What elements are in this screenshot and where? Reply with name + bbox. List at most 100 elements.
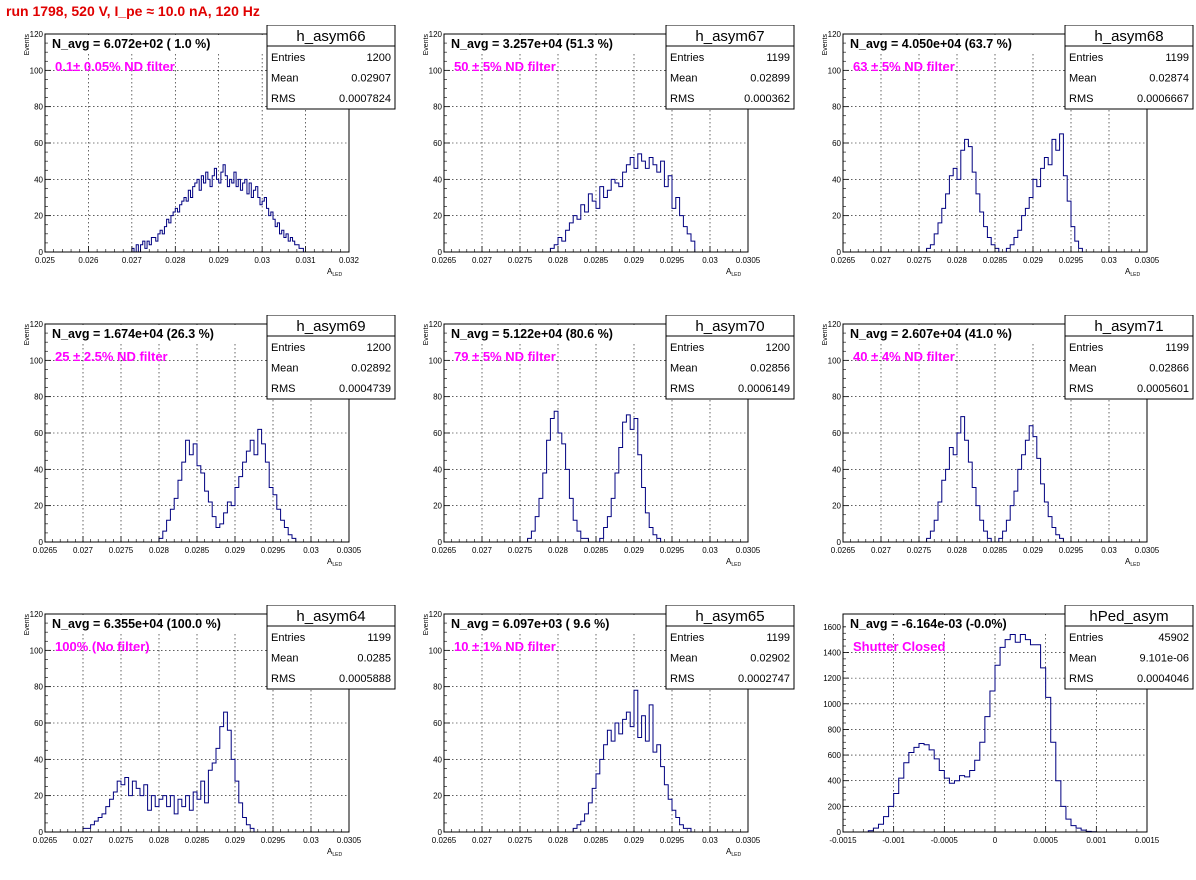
stats-label: Entries (271, 52, 306, 64)
header-text: N_avg = 5.122e+04 (80.6 %) (451, 327, 613, 341)
histogram-svg: 0.0265 0.027 0.0275 0.028 0.0285 0.029 0.0295 0… (24, 314, 396, 568)
y-tick-label: 20 (433, 502, 442, 511)
x-tick-label: 0.0295 (1059, 546, 1084, 555)
histogram-svg: 0.0265 0.027 0.0275 0.028 0.0285 0.029 0.0295 0… (423, 314, 795, 568)
filter-note: 79 ± 5% ND filter (454, 349, 556, 364)
stats-label: Entries (271, 632, 306, 644)
y-tick-label: 60 (433, 719, 442, 728)
header-bg (48, 615, 269, 633)
filter-note: 100% (No filter) (55, 639, 150, 654)
y-tick-label: 20 (34, 212, 43, 221)
x-tick-label: 0.0285 (983, 546, 1008, 555)
x-tick-label: 0.0285 (185, 836, 210, 845)
histogram-series-line (158, 428, 300, 543)
y-tick-label: 120 (429, 320, 443, 329)
x-axis-label: ALED (327, 267, 342, 278)
x-tick-label: 0.0295 (660, 836, 685, 845)
x-tick-label: 0.0305 (337, 546, 362, 555)
y-axis-label: Events (423, 614, 430, 636)
x-tick-label: 0 (993, 836, 998, 845)
x-tick-label: 0.028 (548, 256, 569, 265)
x-tick-label: 0.0295 (261, 836, 286, 845)
stats-label: RMS (271, 93, 295, 105)
x-tick-label: 0.031 (296, 256, 317, 265)
filter-note: 63 ± 5% ND filter (853, 59, 955, 74)
y-tick-label: 40 (34, 755, 43, 764)
x-tick-label: 0.029 (624, 256, 645, 265)
y-axis-label: Events (24, 324, 31, 346)
y-tick-label: 20 (832, 212, 841, 221)
x-tick-label: 0.0285 (584, 256, 609, 265)
histogram-series-line (926, 133, 1090, 253)
x-tick-label: 0.0265 (432, 546, 457, 555)
histogram-svg: 0.0265 0.027 0.0275 0.028 0.0285 0.029 0.0295 0… (24, 604, 396, 858)
x-tick-label: 0.0015 (1135, 836, 1160, 845)
stats-label: Entries (670, 52, 705, 64)
filter-note: Shutter Closed (853, 639, 946, 654)
y-tick-label: 1400 (823, 648, 841, 657)
x-tick-label: 0.028 (947, 256, 968, 265)
stats-value: 1199 (766, 632, 790, 644)
x-tick-label: 0.025 (35, 256, 56, 265)
y-tick-label: 20 (832, 502, 841, 511)
x-tick-label: 0.027 (871, 256, 892, 265)
y-tick-label: 80 (34, 393, 43, 402)
stats-value: 1199 (1165, 52, 1189, 64)
y-tick-label: 60 (34, 429, 43, 438)
stats-value: 0.0005601 (1137, 383, 1189, 395)
x-tick-label: 0.0275 (508, 546, 533, 555)
stats-value: 45902 (1158, 632, 1189, 644)
y-tick-label: 0 (39, 248, 44, 257)
stats-title: hPed_asym (1089, 608, 1168, 625)
y-tick-label: 40 (832, 175, 841, 184)
histogram-pad-h_asym67: 0.0265 0.027 0.0275 0.028 0.0285 0.029 0.0295 0… (399, 24, 797, 295)
x-tick-label: 0.0305 (736, 256, 761, 265)
x-tick-label: 0.028 (165, 256, 186, 265)
histogram-svg: 0.0265 0.027 0.0275 0.028 0.0285 0.029 0.0295 0… (822, 24, 1194, 278)
stats-label: Entries (1069, 342, 1104, 354)
stats-label: Mean (271, 363, 299, 375)
histogram-series-line (926, 416, 1071, 543)
stats-label: RMS (1069, 383, 1093, 395)
x-tick-label: 0.027 (73, 836, 94, 845)
x-tick-label: 0.0265 (432, 256, 457, 265)
stats-value: 1200 (766, 342, 790, 354)
stats-value: 1200 (367, 342, 391, 354)
y-tick-label: 600 (828, 751, 842, 760)
y-tick-label: 120 (429, 30, 443, 39)
stats-label: RMS (670, 673, 694, 685)
x-tick-label: 0.0265 (33, 546, 58, 555)
x-tick-label: 0.0275 (109, 836, 134, 845)
histogram-series-line (527, 410, 672, 543)
stats-label: Mean (1069, 73, 1097, 85)
y-tick-label: 0 (837, 248, 842, 257)
x-tick-label: 0.0285 (584, 836, 609, 845)
x-tick-label: 0.03 (1101, 546, 1117, 555)
stats-value: 9.101e-06 (1139, 653, 1189, 665)
stats-value: 1199 (1165, 342, 1189, 354)
histogram-pad-h_asym70: 0.0265 0.027 0.0275 0.028 0.0285 0.029 0.0295 0… (399, 314, 797, 585)
x-tick-label: 0.029 (624, 836, 645, 845)
stats-label: RMS (1069, 673, 1093, 685)
x-tick-label: 0.0275 (508, 836, 533, 845)
stats-box (665, 24, 795, 110)
header-bg (447, 615, 668, 633)
stats-label: RMS (1069, 93, 1093, 105)
x-tick-label: -0.001 (882, 836, 905, 845)
x-tick-label: 0.027 (73, 546, 94, 555)
stats-label: Mean (271, 653, 299, 665)
y-tick-label: 100 (30, 66, 44, 75)
x-tick-label: 0.027 (871, 546, 892, 555)
stats-label: Entries (1069, 52, 1104, 64)
stats-value: 0.0006667 (1137, 93, 1189, 105)
histogram-pad-h_asym65: 0.0265 0.027 0.0275 0.028 0.0285 0.029 0.0295 0… (399, 604, 797, 875)
x-tick-label: 0.028 (548, 836, 569, 845)
stats-value: 0.02907 (351, 73, 391, 85)
y-tick-label: 100 (828, 66, 842, 75)
y-tick-label: 0 (39, 538, 44, 547)
x-axis-label: ALED (726, 847, 741, 858)
x-tick-label: 0.0285 (185, 546, 210, 555)
stats-label: Entries (670, 342, 705, 354)
header-bg (846, 615, 1067, 633)
stats-box (1064, 314, 1194, 400)
